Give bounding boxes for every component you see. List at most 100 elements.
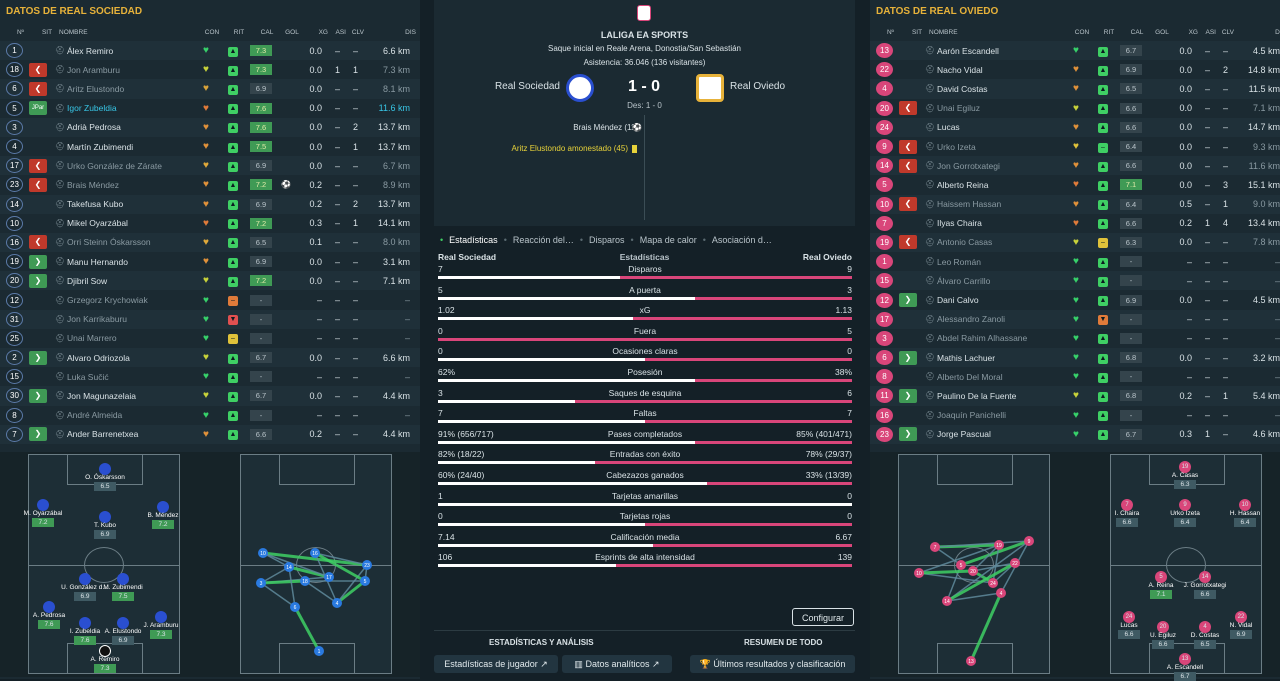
formation-player-dot[interactable]: 7 bbox=[1121, 499, 1133, 511]
formation-player-dot[interactable] bbox=[155, 611, 167, 623]
formation-player-dot[interactable]: 22 bbox=[1235, 611, 1247, 623]
formation-player-dot[interactable] bbox=[99, 511, 111, 523]
col-header[interactable]: CAL bbox=[1130, 29, 1144, 36]
player-row[interactable]: 25 ⛑ Unai Marrero ♥ – - – – – – bbox=[0, 329, 420, 348]
player-row[interactable]: 12 ⛑ Grzegorz Krychowiak ♥ – - – – – – bbox=[0, 290, 420, 309]
formation-player-dot[interactable]: 24 bbox=[1123, 611, 1135, 623]
player-row[interactable]: 11 ❯ ⛑ Paulino De la Fuente ♥ ▲ 6.8 0.2 – 1 5.4 km bbox=[870, 386, 1280, 406]
network-node[interactable] bbox=[956, 560, 966, 570]
col-header[interactable]: GOL bbox=[1155, 29, 1169, 36]
player-row[interactable]: 12 ❯ ⛑ Dani Calvo ♥ ▲ 6.9 0.0 – – 4.5 km bbox=[870, 290, 1280, 309]
player-row[interactable]: 31 ⛑ Jon Karrikaburu ♥ ▼ - – – – – bbox=[0, 309, 420, 329]
player-name[interactable]: Abdel Rahim Alhassane bbox=[937, 333, 1028, 344]
network-node[interactable] bbox=[314, 646, 324, 656]
network-node[interactable] bbox=[942, 596, 952, 606]
col-header[interactable]: XG bbox=[318, 29, 328, 36]
formation-player-dot[interactable] bbox=[37, 499, 49, 511]
player-row[interactable]: 10 ❮ ⛑ Haissem Hassan ♥ ▲ 6.4 0.5 – 1 9.0 km bbox=[870, 194, 1280, 214]
player-row[interactable]: 1 ⛑ Leo Román ♥ ▲ - – – – – bbox=[870, 252, 1280, 271]
player-row[interactable]: 15 ⛑ Luka Sučić ♥ ▲ - – – – – bbox=[0, 367, 420, 386]
col-header[interactable]: DIS bbox=[405, 29, 416, 36]
network-node[interactable] bbox=[930, 542, 940, 552]
player-name[interactable]: David Costas bbox=[937, 83, 988, 94]
formation-player-dot[interactable]: 9 bbox=[1179, 499, 1191, 511]
formation-player-dot[interactable]: 10 bbox=[1239, 499, 1251, 511]
player-name[interactable]: Leo Román bbox=[937, 256, 981, 267]
col-header[interactable]: CLV bbox=[351, 29, 364, 36]
player-row[interactable]: 8 ⛑ Alberto Del Moral ♥ ▲ - – – – – bbox=[870, 367, 1280, 386]
player-row[interactable]: 2 ❯ ⛑ Alvaro Odriozola ♥ ▲ 6.7 0.0 – – 6.6 km bbox=[0, 348, 420, 368]
player-row[interactable]: 17 ❮ ⛑ Urko González de Zárate ♥ ▲ 6.9 0.0 – – 6.7… bbox=[0, 156, 420, 176]
network-node[interactable] bbox=[1010, 558, 1020, 568]
formation-player-dot[interactable]: 4 bbox=[1199, 621, 1211, 633]
player-name[interactable]: Brais Méndez bbox=[67, 179, 119, 190]
formation-player-dot[interactable] bbox=[117, 617, 129, 629]
player-name[interactable]: Alberto Reina bbox=[937, 179, 989, 190]
player-row[interactable]: 16 ❮ ⛑ Orri Steinn Óskarsson ♥ ▲ 6.5 0.1 – – 8.0 k… bbox=[0, 232, 420, 253]
formation-player-dot[interactable] bbox=[43, 601, 55, 613]
network-node[interactable] bbox=[332, 598, 342, 608]
col-header[interactable]: ASI bbox=[1205, 29, 1216, 36]
player-name[interactable]: Unai Egiluz bbox=[937, 103, 980, 114]
formation-player-dot[interactable]: 5 bbox=[1155, 571, 1167, 583]
player-name[interactable]: Haissem Hassan bbox=[937, 199, 1002, 210]
network-node[interactable] bbox=[324, 572, 334, 582]
player-stats-button[interactable]: Estadísticas de jugador ↗ bbox=[434, 655, 558, 673]
player-row[interactable]: 7 ❯ ⛑ Ander Barrenetxea ♥ ▲ 6.6 0.2 – – 4.4 km bbox=[0, 424, 420, 444]
results-button[interactable]: 🏆 Últimos resultados y clasificación bbox=[690, 655, 855, 673]
col-header[interactable]: NOMBRE bbox=[59, 29, 88, 36]
player-name[interactable]: Ilyas Chaira bbox=[937, 218, 982, 229]
network-node[interactable] bbox=[256, 578, 266, 588]
formation-player-dot[interactable]: 14 bbox=[1199, 571, 1211, 583]
player-row[interactable]: 22 ⛑ Nacho Vidal ♥ ▲ 6.9 0.0 – 2 14.8 km bbox=[870, 60, 1280, 79]
network-node[interactable] bbox=[988, 578, 998, 588]
player-name[interactable]: Takefusa Kubo bbox=[67, 199, 124, 210]
player-name[interactable]: Jon Karrikaburu bbox=[67, 314, 128, 325]
col-header[interactable]: CON bbox=[1074, 29, 1090, 36]
col-header[interactable]: GOL bbox=[285, 29, 299, 36]
player-row[interactable]: 5 ⛑ Alberto Reina ♥ ▲ 7.1 0.0 – 3 15.1 km bbox=[870, 175, 1280, 194]
player-row[interactable]: 3 ⛑ Abdel Rahim Alhassane ♥ ▲ - – – – – bbox=[870, 329, 1280, 348]
configure-button[interactable]: Configurar bbox=[792, 608, 854, 626]
formation-player-dot[interactable]: 13 bbox=[1179, 653, 1191, 665]
away-team-name[interactable]: Real Oviedo bbox=[730, 81, 786, 92]
player-name[interactable]: Orri Steinn Óskarsson bbox=[67, 237, 151, 248]
formation-player-dot[interactable] bbox=[117, 573, 129, 585]
player-name[interactable]: Luka Sučić bbox=[67, 371, 109, 382]
stats-tab[interactable]: Disparos bbox=[589, 235, 625, 245]
player-name[interactable]: Alvaro Odriozola bbox=[67, 352, 130, 363]
player-name[interactable]: Martín Zubimendi bbox=[67, 141, 134, 152]
home-team-name[interactable]: Real Sociedad bbox=[494, 81, 560, 92]
stats-tab[interactable]: Estadísticas bbox=[449, 235, 498, 245]
player-row[interactable]: 10 ⛑ Mikel Oyarzábal ♥ ▲ 7.2 0.3 – 1 14.1 km bbox=[0, 214, 420, 233]
network-node[interactable] bbox=[258, 548, 268, 558]
player-name[interactable]: Alessandro Zanoli bbox=[937, 314, 1006, 325]
col-header[interactable]: SIT bbox=[41, 29, 53, 36]
player-name[interactable]: Aritz Elustondo bbox=[67, 83, 125, 94]
player-name[interactable]: Álvaro Carrillo bbox=[937, 275, 991, 286]
stats-tab[interactable]: Reacción del… bbox=[512, 235, 574, 245]
player-name[interactable]: Dani Calvo bbox=[937, 295, 979, 306]
player-name[interactable]: Manu Hernando bbox=[67, 256, 128, 267]
player-row[interactable]: 23 ❮ ⛑ Brais Méndez ♥ ▲ 7.2 ⚽ 0.2 – – 8.9 km bbox=[0, 175, 420, 194]
col-header[interactable]: ASI bbox=[335, 29, 346, 36]
player-name[interactable]: Nacho Vidal bbox=[937, 64, 983, 75]
player-name[interactable]: Jon Gorrotxategi bbox=[937, 160, 1000, 171]
player-name[interactable]: Antonio Casas bbox=[937, 237, 993, 248]
player-name[interactable]: Grzegorz Krychowiak bbox=[67, 295, 148, 306]
network-node[interactable] bbox=[1024, 536, 1034, 546]
col-header[interactable]: SIT bbox=[911, 29, 923, 36]
formation-player-dot[interactable]: 19 bbox=[1179, 461, 1191, 473]
player-name[interactable]: Aarón Escandell bbox=[937, 45, 999, 56]
player-row[interactable]: 19 ❮ ⛑ Antonio Casas ♥ – 6.3 0.0 – – 7.8 km bbox=[870, 232, 1280, 253]
network-node[interactable] bbox=[996, 588, 1006, 598]
player-name[interactable]: Jon Aramburu bbox=[67, 64, 120, 75]
player-name[interactable]: Paulino De la Fuente bbox=[937, 390, 1017, 401]
col-header[interactable]: CAL bbox=[260, 29, 274, 36]
col-header[interactable]: CLV bbox=[1221, 29, 1234, 36]
player-name[interactable]: Ander Barrenetxea bbox=[67, 429, 139, 440]
network-node[interactable] bbox=[300, 576, 310, 586]
stats-tab[interactable]: Mapa de calor bbox=[639, 235, 697, 245]
player-row[interactable]: 5 JPar ⛑ Igor Zubeldia ♥ ▲ 7.6 0.0 – – 11.6 km bbox=[0, 99, 420, 118]
player-name[interactable]: Unai Marrero bbox=[67, 333, 117, 344]
